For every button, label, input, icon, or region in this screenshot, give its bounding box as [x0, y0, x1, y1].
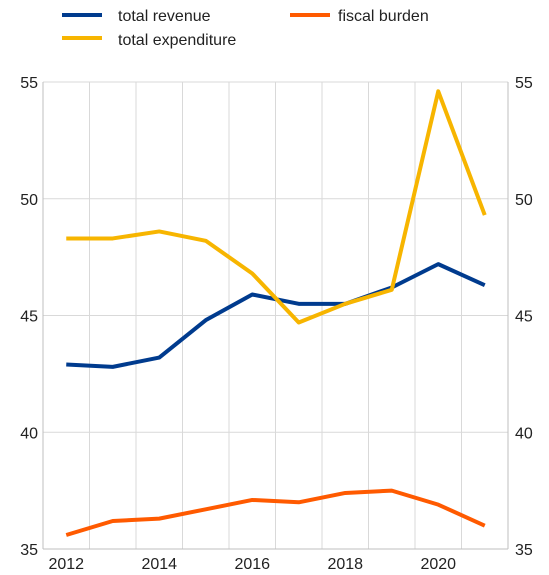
y-tick-label-left: 55 [20, 75, 38, 92]
y-tick-label-left: 35 [20, 542, 38, 559]
series-line-fiscal-burden [65, 488, 486, 537]
legend: total revenue fiscal burden total expend… [62, 8, 429, 49]
axes: 35 35 40 40 45 45 50 50 55 55 2012 2014 2016 2018 2020 [20, 75, 533, 573]
y-tick-label-right: 40 [515, 425, 533, 442]
series-lines [65, 89, 487, 537]
x-tick-label: 2020 [420, 556, 456, 573]
y-tick-label-right: 45 [515, 309, 533, 326]
y-tick-label-right: 50 [515, 192, 533, 209]
y-tick-label-left: 40 [20, 425, 38, 442]
y-tick-label-left: 45 [20, 309, 38, 326]
x-tick-label: 2012 [48, 556, 84, 573]
series-line-total-expenditure [66, 89, 487, 325]
y-tick-label-left: 50 [20, 192, 38, 209]
gridlines [42, 81, 509, 550]
y-tick-label-right: 55 [515, 75, 533, 92]
legend-label-total-expenditure: total expenditure [118, 32, 236, 49]
x-tick-label: 2016 [234, 556, 270, 573]
legend-label-total-revenue: total revenue [118, 8, 211, 25]
legend-label-fiscal-burden: fiscal burden [338, 8, 429, 25]
x-tick-label: 2014 [141, 556, 177, 573]
y-tick-label-right: 35 [515, 542, 533, 559]
x-tick-label: 2018 [327, 556, 363, 573]
